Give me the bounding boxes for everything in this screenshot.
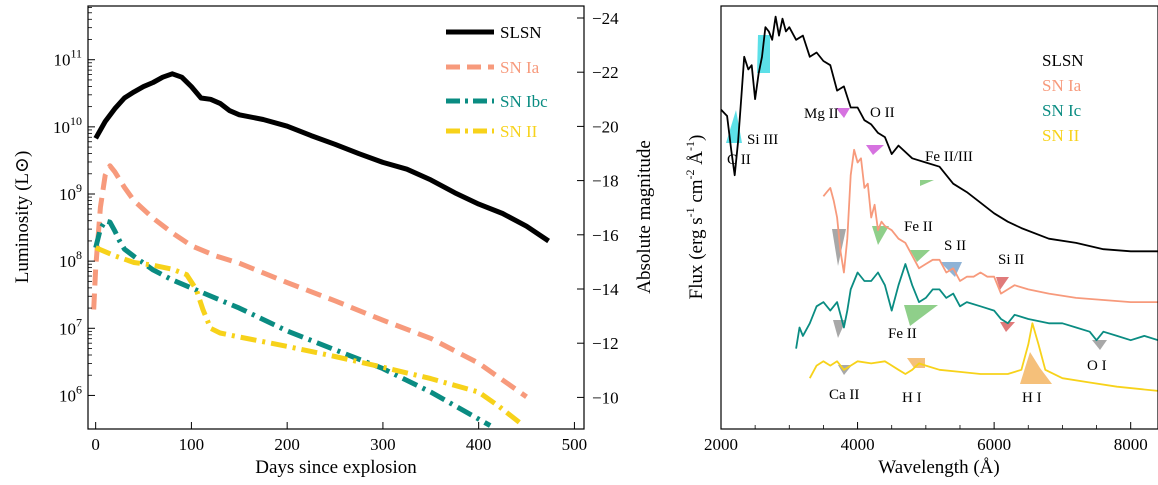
band-h-beta [907,358,925,368]
band-o-i [1092,340,1107,350]
legend-label-snibc: SN Ibc [500,92,548,111]
legend-label-snii-spec: SN II [1042,126,1080,145]
ann-ca-ii: Ca II [829,387,859,403]
x-tick-label: 400 [466,435,492,454]
legend-label-snia: SN Ia [500,58,540,77]
x-tick-label: 300 [370,435,396,454]
x-tick-label: 100 [179,435,205,454]
left-plot-frame [87,5,585,430]
spectrum-sn-ic [795,263,1158,349]
ann-c-ii: C II [727,152,751,168]
ann-fe-ii-ic: Fe II [888,326,917,342]
spectrum-sn-ii [809,322,1158,392]
right-magnitude-ticks: −24 −22 −20 −18 −16 −14 −12 −10 [577,9,619,407]
mag-tick-label: −20 [592,117,619,136]
ann-h-i-alpha: H I [1022,390,1042,406]
mag-tick-label: −22 [592,63,619,82]
x-tick-label: 8000 [1114,435,1148,454]
band-si-ii [996,277,1009,290]
mag-tick-label: −14 [592,280,619,299]
band-sn-ia-1 [832,229,846,266]
right-legend: SLSN SN Ia SN Ic SN II [1042,51,1084,145]
right-flux-axis-label: Flux (erg s-1 cm-2 Å-1) [683,135,707,300]
left-y-axis-label: Luminosity (L⊙) [12,151,33,284]
legend-label-slsn-spec: SLSN [1042,51,1084,70]
right-y-axis-label: Absolute magnitude [634,140,655,294]
legend-label-snia-spec: SN Ia [1042,76,1082,95]
mag-tick-label: −12 [592,334,619,353]
mag-tick-label: −10 [592,388,619,407]
y-tick-label: 109 [59,181,82,204]
ann-fe-ii-iii: Fe II/III [925,149,973,165]
y-tick-label: 107 [59,315,82,338]
y-tick-label: 106 [59,382,82,405]
spectra-panel: 2000 4000 6000 8000 Wavelength (Å) Flux (er… [683,5,1158,478]
band-mg-ii [836,108,850,118]
x-tick-label: 6000 [977,435,1011,454]
left-legend: SLSN SN Ia SN Ibc SN II [446,23,548,141]
left-y-ticks: 106 107 108 109 1010 1011 [53,7,95,405]
ann-h-i-beta: H I [902,390,922,406]
left-x-axis-label: Days since explosion [255,457,417,478]
band-h-alpha [1020,352,1052,384]
left-x-ticks: 0 100 200 300 400 500 [91,422,587,454]
y-tick-label: 1011 [53,47,82,70]
spectra-series [720,15,1158,392]
y-tick-label: 108 [59,248,82,271]
ann-o-ii: O II [870,105,895,121]
line-annotations: C II Si III Mg II O II Fe II/III Fe II S… [727,105,1107,406]
light-curve-sn-ii [94,245,524,427]
ann-si-iii: Si III [747,132,778,148]
light-curve-panel: 0 100 200 300 400 500 106 107 108 109 1010 1011 −2… [12,5,655,478]
spectrum-sn-ia [822,148,1158,303]
x-tick-label: 200 [274,435,300,454]
mag-tick-label: −24 [592,9,619,28]
y-tick-label: 1010 [53,114,82,137]
legend-label-snii: SN II [500,122,538,141]
ann-s-ii: S II [944,238,966,254]
mag-tick-label: −18 [592,172,619,191]
spectrum-slsn [720,15,1158,253]
band-fe-ii-iii [920,180,934,186]
right-x-ticks: 2000 4000 6000 8000 [704,422,1148,454]
band-sn-ia-2 [872,226,889,245]
ann-fe-ii-ia: Fe II [904,219,933,235]
x-tick-label: 2000 [704,435,738,454]
ann-o-i: O I [1087,358,1107,374]
right-plot-frame [720,5,1158,430]
band-sn-ic-3 [1000,322,1015,332]
legend-label-slsn: SLSN [500,23,542,42]
mag-tick-label: −16 [592,226,619,245]
band-sn-ic-2 [904,305,938,326]
light-curve-sn-ia [91,163,528,399]
ann-mg-ii: Mg II [804,106,839,122]
light-curve-slsn [93,71,550,244]
band-sn-ia-3 [910,250,930,262]
light-curve-sn-ibc [93,218,492,428]
x-tick-label: 500 [562,435,588,454]
x-tick-label: 4000 [841,435,875,454]
light-curve-series [91,71,550,428]
legend-label-snic-spec: SN Ic [1042,101,1082,120]
ann-si-ii: Si II [998,252,1024,268]
right-x-axis-label: Wavelength (Å) [878,457,999,478]
band-o-ii [866,145,884,155]
x-tick-label: 0 [91,435,100,454]
